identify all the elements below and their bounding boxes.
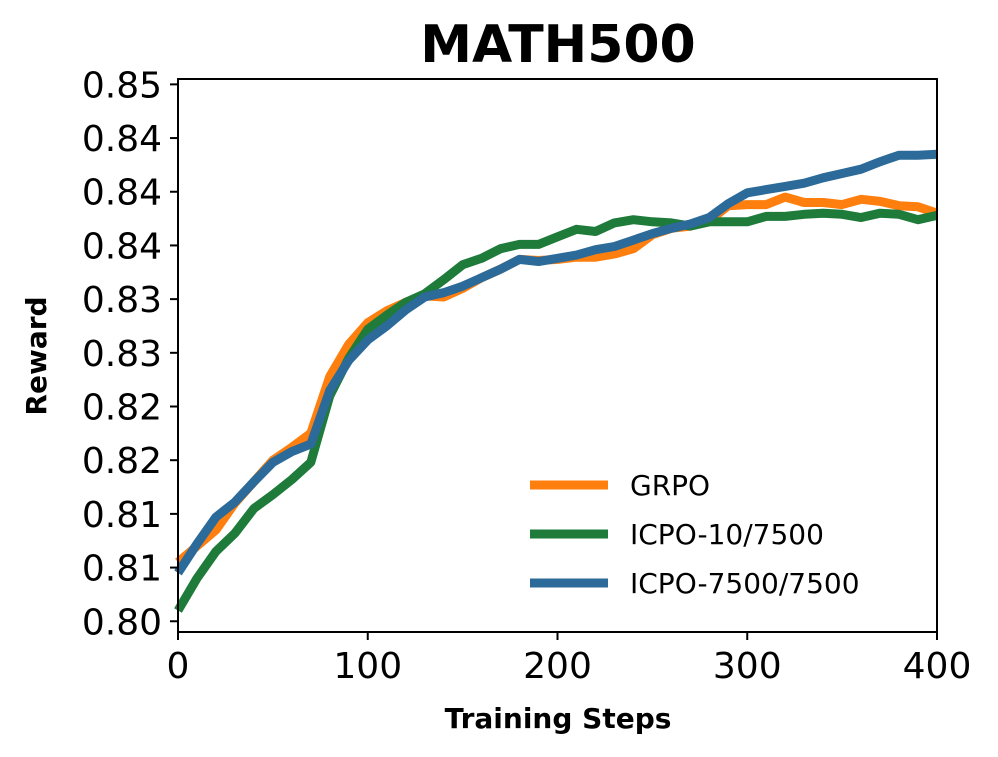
chart-title: MATH500 [420,15,696,75]
y-tick-label: 0.82 [82,388,162,429]
x-axis: 0 100 200 300 400 [167,632,972,687]
y-tick-label: 0.83 [82,280,162,321]
y-axis-label: Reward [20,296,53,415]
x-tick-label: 200 [523,646,592,687]
series-layer [174,149,939,613]
legend-label-1: GRPO [630,469,710,502]
y-axis: 0.80 0.81 0.81 0.82 0.82 0.83 0.83 0.84 0.84 0.84… [82,65,178,643]
y-tick-label: 0.84 [82,226,162,267]
legend: GRPO ICPO-10/7500 ICPO-7500/7500 [530,469,860,600]
y-tick-label: 0.81 [82,549,162,590]
x-tick-label: 0 [167,646,190,687]
y-tick-label: 0.85 [82,65,162,106]
y-tick-label: 0.84 [82,119,162,160]
y-tick-label: 0.82 [82,441,162,482]
x-tick-label: 100 [333,646,402,687]
legend-label-3: ICPO-7500/7500 [630,567,860,600]
x-tick-label: 300 [713,646,782,687]
x-tick-label: 400 [903,646,972,687]
y-tick-label: 0.81 [82,495,162,536]
y-tick-label: 0.84 [82,173,162,214]
y-tick-label: 0.80 [82,602,162,643]
x-axis-label: Training Steps [445,702,672,735]
y-tick-label: 0.83 [82,334,162,375]
series-line-3 [174,149,938,576]
series-line-1 [175,192,939,566]
series-line-2 [174,208,938,613]
legend-label-2: ICPO-10/7500 [630,518,824,551]
